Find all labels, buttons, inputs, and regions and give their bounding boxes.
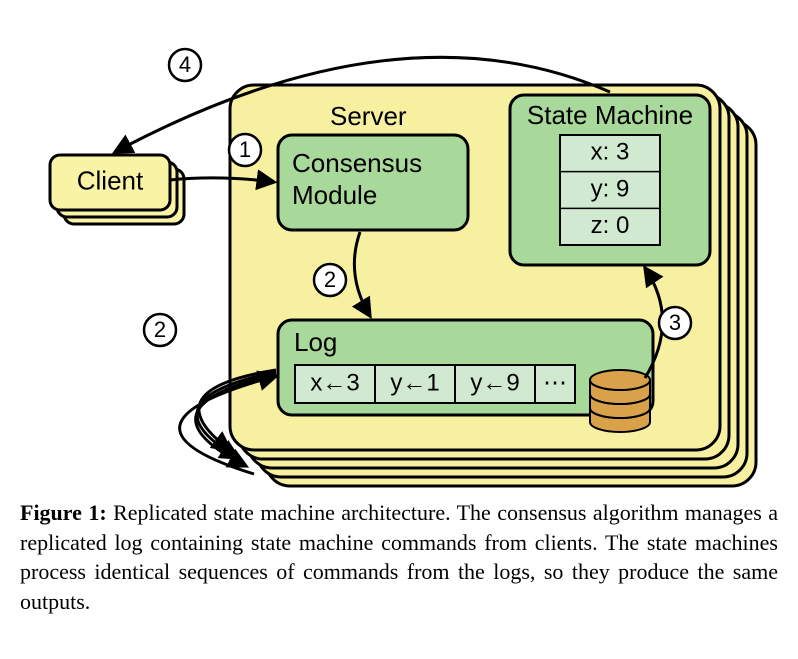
- svg-text:z: 0: z: 0: [591, 212, 630, 239]
- svg-text:Client: Client: [77, 165, 144, 195]
- svg-text:x: 3: x: 3: [591, 139, 630, 166]
- figure-caption: Figure 1: Replicated state machine archi…: [20, 498, 778, 617]
- caption-text: Replicated state machine architecture. T…: [20, 500, 778, 614]
- svg-text:Module: Module: [292, 180, 377, 210]
- svg-text:4: 4: [179, 52, 191, 77]
- svg-text:⋯: ⋯: [543, 369, 567, 396]
- svg-text:Log: Log: [294, 327, 337, 357]
- svg-text:1: 1: [239, 137, 251, 162]
- architecture-diagram: Server Client ConsensusModule State Machine…: [20, 20, 778, 490]
- svg-text:3: 3: [669, 310, 681, 335]
- svg-text:2: 2: [324, 267, 336, 292]
- svg-text:x←3: x←3: [310, 369, 359, 396]
- svg-text:State Machine: State Machine: [527, 100, 693, 130]
- svg-text:y←1: y←1: [390, 369, 439, 396]
- svg-text:y←9: y←9: [470, 369, 519, 396]
- svg-text:2: 2: [154, 317, 166, 342]
- svg-text:Server: Server: [330, 101, 407, 131]
- svg-text:Consensus: Consensus: [292, 148, 422, 178]
- svg-text:y: 9: y: 9: [591, 175, 630, 202]
- caption-label: Figure 1:: [20, 500, 107, 525]
